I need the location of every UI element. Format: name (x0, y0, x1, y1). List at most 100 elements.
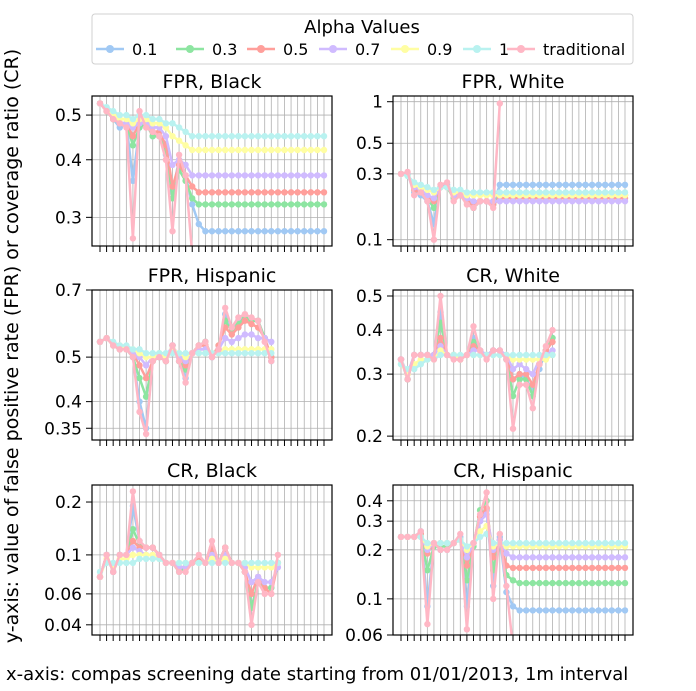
data-point (287, 189, 295, 196)
data-point (261, 338, 268, 345)
data-point (509, 351, 517, 359)
data-point (569, 198, 576, 205)
data-point (483, 189, 490, 196)
data-point (430, 186, 438, 193)
data-point (608, 579, 615, 587)
data-point (195, 172, 202, 179)
data-point (509, 577, 517, 584)
data-point (222, 559, 229, 567)
data-point (424, 620, 431, 628)
data-point (588, 539, 596, 547)
data-point (189, 183, 196, 190)
data-point (281, 189, 288, 196)
data-point (503, 539, 510, 547)
legend-label: 0.9 (427, 40, 452, 59)
data-point (575, 564, 583, 572)
data-point (503, 189, 510, 196)
data-point (575, 579, 583, 587)
data-point (281, 146, 288, 154)
data-point (254, 350, 262, 357)
data-point (149, 115, 156, 123)
series-1 (397, 530, 629, 550)
data-point (463, 543, 471, 550)
data-point (496, 198, 503, 205)
data-point (142, 430, 150, 438)
legend-entry-0-7: 0.7 (319, 40, 380, 59)
data-point (536, 361, 543, 368)
data-point (404, 376, 411, 383)
data-point (129, 133, 137, 140)
data-point (268, 357, 275, 365)
data-point (248, 559, 255, 567)
data-point (222, 201, 229, 208)
panel-title: CR, Hispanic (453, 460, 572, 482)
data-point (536, 181, 543, 188)
data-point (248, 590, 255, 598)
data-point (274, 551, 282, 559)
data-point (529, 554, 536, 561)
data-point (169, 342, 176, 349)
data-point (503, 181, 510, 188)
data-point (215, 559, 222, 567)
data-point (294, 133, 301, 140)
data-point (202, 201, 209, 208)
panel-title: FPR, White (462, 71, 565, 93)
data-point (437, 292, 444, 300)
data-point (437, 351, 444, 359)
data-point (241, 317, 249, 324)
data-point (215, 346, 222, 353)
data-point (536, 564, 543, 572)
data-point (430, 236, 438, 243)
data-point (228, 133, 235, 140)
data-point (509, 425, 517, 432)
data-point (254, 189, 262, 196)
series-traditional (397, 292, 556, 432)
data-point (175, 559, 183, 567)
data-point (208, 189, 216, 196)
data-point (215, 146, 222, 154)
data-point (222, 304, 229, 312)
x-grid (99, 96, 325, 252)
data-point (208, 133, 216, 140)
data-point (588, 607, 596, 614)
data-point (588, 181, 596, 188)
data-point (602, 198, 609, 205)
data-point (536, 189, 543, 196)
data-point (542, 539, 550, 547)
data-point (562, 607, 569, 614)
y-axis: 0.1 0.3 0.5 1 (356, 93, 633, 251)
data-point (542, 198, 550, 205)
data-point (110, 107, 117, 115)
data-point (516, 554, 523, 561)
data-point (523, 189, 530, 196)
data-point (274, 172, 282, 179)
legend-label: traditional (543, 40, 625, 59)
data-point (294, 228, 301, 235)
data-point (129, 353, 137, 361)
data-point (536, 607, 543, 614)
legend-marker (329, 45, 337, 53)
y-tick-label: 0.2 (356, 541, 383, 561)
data-point (156, 353, 163, 361)
y-axis: 0.3 0.4 0.5 (55, 106, 332, 228)
data-point (142, 374, 150, 382)
data-point (457, 186, 464, 193)
data-point (162, 559, 170, 567)
data-point (450, 351, 457, 359)
data-point (142, 350, 150, 357)
data-point (189, 350, 196, 357)
data-point (529, 370, 536, 378)
data-point (615, 579, 622, 587)
series-traditional (96, 100, 193, 246)
data-point (549, 351, 556, 359)
data-point (228, 146, 235, 154)
data-point (443, 351, 451, 359)
data-point (602, 539, 609, 547)
data-point (490, 595, 497, 603)
data-point (222, 189, 229, 196)
data-point (523, 181, 530, 188)
data-point (215, 172, 222, 179)
data-point (307, 189, 314, 196)
data-point (156, 133, 163, 140)
data-point (162, 120, 170, 127)
